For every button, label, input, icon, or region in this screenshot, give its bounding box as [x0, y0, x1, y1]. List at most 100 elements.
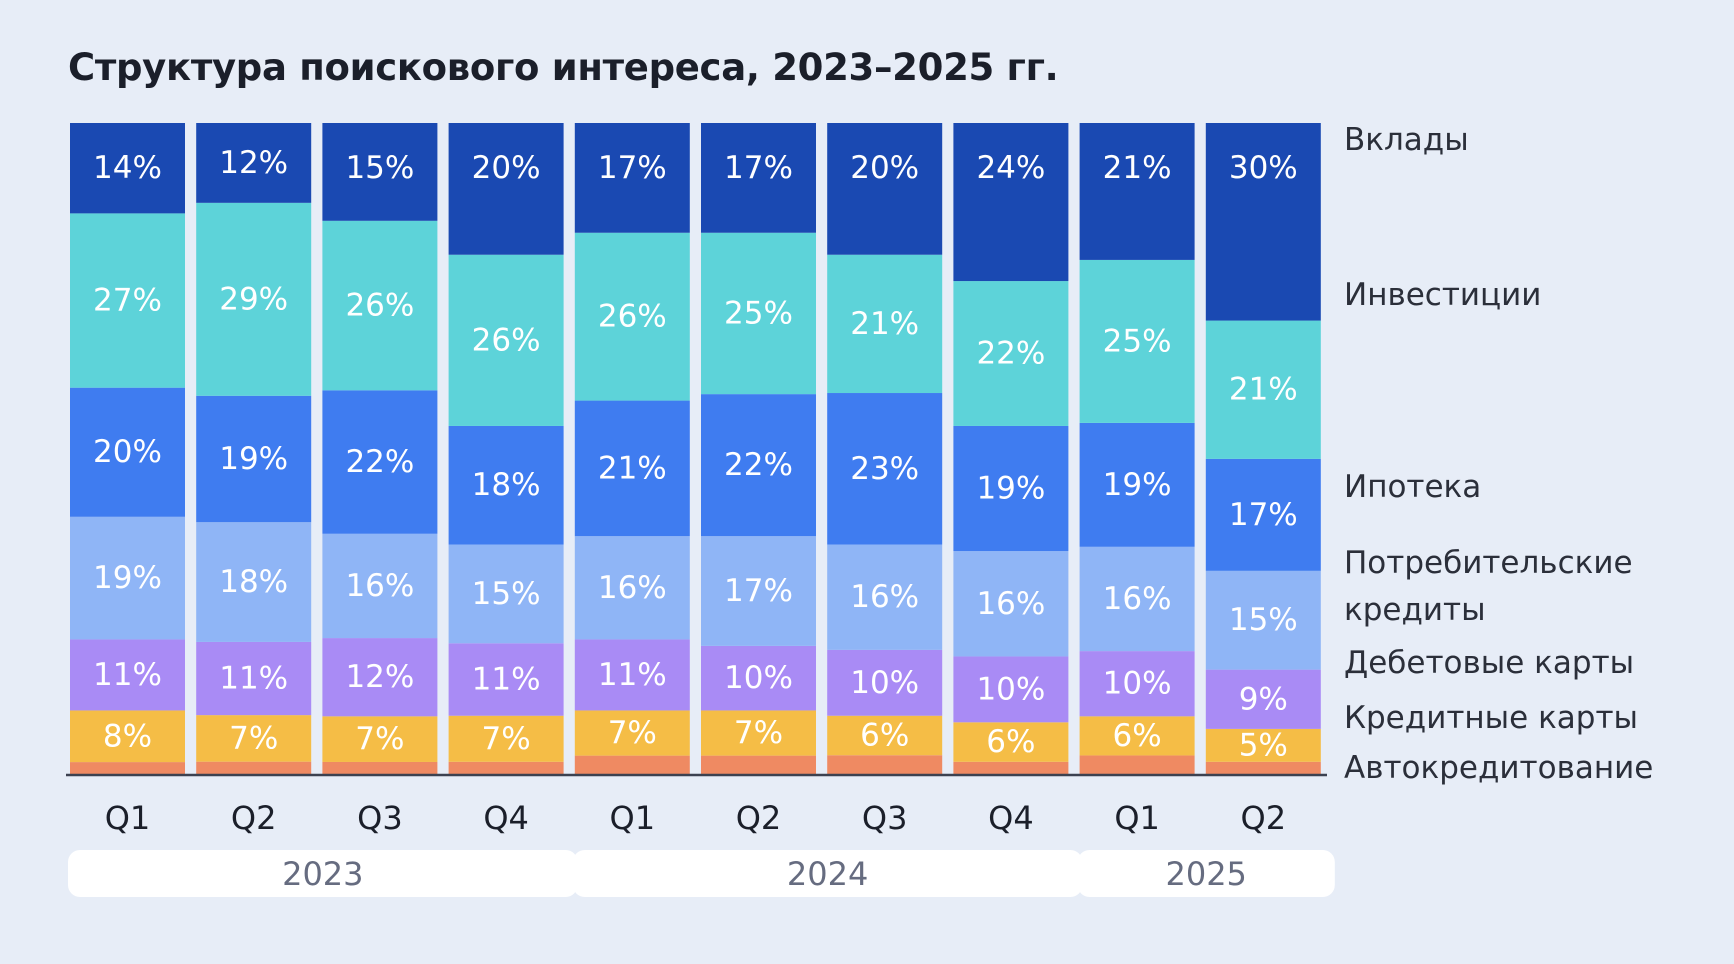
bar-segment — [448, 715, 564, 762]
bar-segment — [70, 387, 185, 517]
x-tick-label: Q2 — [1241, 799, 1287, 837]
data-label: 21% — [850, 306, 919, 342]
bar-segment — [953, 761, 1069, 775]
data-label: 30% — [1229, 150, 1298, 186]
bar-segment — [1205, 123, 1321, 321]
x-tick-label: Q2 — [736, 799, 782, 837]
x-tick-label: Q1 — [610, 799, 656, 837]
bar-segment — [1079, 755, 1195, 775]
data-label: 25% — [1103, 323, 1172, 359]
data-label: 20% — [472, 150, 541, 186]
data-label: 9% — [1239, 681, 1288, 717]
data-label: 17% — [724, 573, 793, 609]
bar-segment — [701, 710, 816, 756]
data-label: 17% — [1229, 497, 1298, 533]
data-label: 19% — [976, 471, 1045, 507]
bar-segment — [701, 645, 816, 711]
bar-segment — [196, 715, 312, 762]
bar-segment — [953, 123, 1069, 282]
bar-segment — [574, 232, 690, 401]
bar-segment — [827, 254, 943, 394]
bar-segment — [70, 516, 185, 640]
bar-segment — [1205, 728, 1321, 762]
data-label: 15% — [345, 150, 414, 186]
bar-segment — [70, 213, 185, 388]
data-label: 26% — [345, 288, 414, 324]
bar-segment — [322, 716, 438, 762]
data-label: 16% — [598, 570, 667, 606]
data-label: 24% — [976, 150, 1045, 186]
data-label: 5% — [1239, 727, 1288, 763]
data-label: 7% — [482, 721, 531, 757]
bar-segment — [953, 425, 1069, 552]
data-label: 6% — [860, 717, 909, 753]
data-label: 21% — [1103, 150, 1172, 186]
data-label: 18% — [219, 564, 288, 600]
bar-segment — [1079, 123, 1195, 260]
data-label: 11% — [93, 657, 162, 693]
data-label: 25% — [724, 295, 793, 331]
bar-segment — [196, 395, 312, 523]
bar-segment — [574, 536, 690, 640]
data-label: 10% — [724, 660, 793, 696]
legend-label: Кредитные карты — [1344, 700, 1638, 736]
legend-label: Вклады — [1344, 122, 1469, 158]
bar-segment — [70, 710, 185, 763]
bar-segment — [1079, 546, 1195, 652]
bar-segment — [448, 761, 564, 775]
bar-segment — [448, 254, 564, 426]
data-label: 21% — [1229, 372, 1298, 408]
data-label: 19% — [93, 560, 162, 596]
bar-segment — [70, 639, 185, 711]
legend-label: Ипотека — [1344, 469, 1481, 505]
data-label: 7% — [608, 715, 657, 751]
data-label: 20% — [93, 434, 162, 470]
data-label: 10% — [850, 665, 919, 701]
bar-segment — [701, 123, 816, 233]
bar-segment — [701, 755, 816, 775]
legend-label: кредиты — [1344, 592, 1486, 628]
bar-segment — [1205, 458, 1321, 571]
data-label: 26% — [598, 299, 667, 335]
bar-segment — [1079, 422, 1195, 547]
x-tick-label: Q4 — [988, 799, 1034, 837]
data-label: 11% — [472, 662, 541, 698]
bar-segment — [953, 551, 1069, 657]
bar-segment — [701, 394, 816, 537]
bar-segment — [1205, 761, 1321, 775]
bar-segment — [574, 123, 690, 233]
bar-segment — [448, 425, 564, 545]
bar-segment — [953, 722, 1069, 762]
bar-segment — [448, 643, 564, 716]
bar-segment — [448, 123, 564, 255]
data-label: 7% — [355, 721, 404, 757]
bar-segment — [322, 390, 438, 534]
x-tick-label: Q1 — [105, 799, 151, 837]
bar-segment — [70, 123, 185, 214]
data-label: 15% — [1229, 602, 1298, 638]
bar-segment — [322, 761, 438, 775]
x-tick-label: Q1 — [1114, 799, 1160, 837]
data-label: 19% — [1103, 467, 1172, 503]
bar-segment — [1079, 716, 1195, 756]
bar-segment — [196, 761, 312, 775]
legend-label: Потребительские — [1344, 545, 1633, 581]
data-label: 8% — [103, 718, 152, 754]
data-label: 17% — [598, 150, 667, 186]
bar-segment — [1205, 320, 1321, 459]
bar-segment — [196, 522, 312, 642]
bar-segment — [1079, 259, 1195, 423]
data-label: 18% — [472, 467, 541, 503]
bar-segment — [574, 400, 690, 537]
year-group-pill — [1077, 850, 1335, 897]
bar-segment — [701, 536, 816, 646]
data-label: 16% — [976, 586, 1045, 622]
bar-segment — [322, 533, 438, 639]
bar-segment — [322, 220, 438, 391]
data-label: 21% — [598, 450, 667, 486]
data-label: 19% — [219, 441, 288, 477]
year-group-pill — [572, 850, 1083, 897]
data-label: 12% — [345, 659, 414, 695]
legend-label: Инвестиции — [1344, 277, 1541, 313]
